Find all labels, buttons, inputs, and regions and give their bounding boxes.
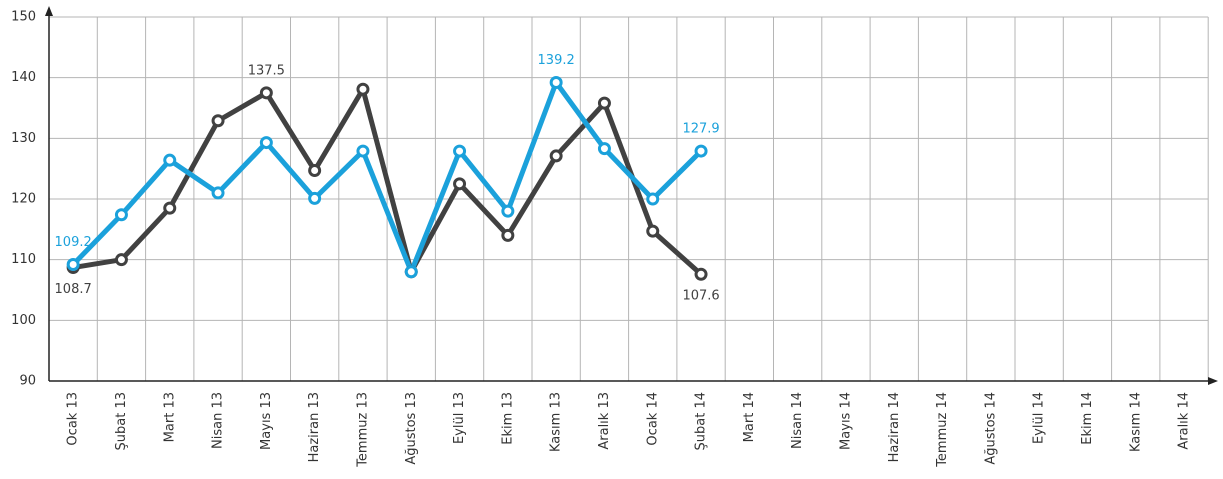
point: [259, 86, 273, 100]
data-label: 139.2: [538, 53, 575, 68]
x-tick-label: Ocak 14: [645, 392, 660, 446]
point: [356, 144, 370, 158]
x-tick-label: Mayıs 14: [838, 392, 853, 450]
point: [66, 258, 80, 272]
point: [163, 201, 177, 215]
x-arrow: [1208, 377, 1218, 385]
point: [259, 136, 273, 150]
point: [549, 149, 563, 163]
x-tick-label: Ekim 13: [500, 392, 515, 445]
point: [356, 82, 370, 96]
point: [163, 153, 177, 167]
point: [597, 96, 611, 110]
x-tick-label: Nisan 13: [211, 392, 226, 449]
data-label: 109.2: [55, 235, 92, 250]
point: [646, 224, 660, 238]
point: [114, 208, 128, 222]
y-tick-label: 140: [11, 70, 36, 85]
point: [694, 144, 708, 158]
series-line: [72, 86, 703, 277]
point: [501, 204, 515, 218]
x-tick-label: Ekim 14: [1080, 392, 1095, 445]
y-tick-label: 150: [11, 10, 36, 25]
x-tick-label: Haziran 13: [307, 392, 322, 462]
x-tick-label: Şubat 14: [694, 392, 709, 450]
point: [453, 144, 467, 158]
x-tick-label: Aralık 13: [597, 392, 612, 450]
y-tick-label: 110: [11, 252, 36, 267]
y-tick-label: 130: [11, 131, 36, 146]
x-tick-label: Mart 13: [162, 392, 177, 442]
data-label: 107.6: [682, 289, 719, 304]
point: [646, 192, 660, 206]
x-tick-label: Mart 14: [742, 392, 757, 442]
point: [549, 76, 563, 90]
x-tick-label: Ağustos 14: [983, 392, 998, 465]
y-tick-label: 90: [19, 374, 36, 389]
axes: [45, 6, 1218, 385]
point: [211, 114, 225, 128]
x-tick-label: Ağustos 13: [404, 392, 419, 465]
point: [694, 267, 708, 281]
data-label: 137.5: [248, 63, 285, 78]
y-tick-label: 120: [11, 192, 36, 207]
point: [308, 163, 322, 177]
point: [501, 228, 515, 242]
x-tick-label: Temmuz 14: [935, 392, 950, 468]
point: [211, 186, 225, 200]
series-line: [71, 80, 703, 275]
data-label: 127.9: [682, 122, 719, 137]
y-tick-label: 100: [11, 313, 36, 328]
x-tick-label: Mayıs 13: [259, 392, 274, 450]
x-tick-label: Şubat 13: [114, 392, 129, 450]
point: [597, 142, 611, 156]
x-tick-label: Eylül 13: [452, 392, 467, 444]
point: [453, 177, 467, 191]
point: [308, 191, 322, 205]
data-label: 108.7: [55, 282, 92, 297]
y-arrow: [45, 6, 53, 16]
x-tick-label: Eylül 14: [1032, 392, 1047, 444]
x-tick-label: Nisan 14: [790, 392, 805, 449]
point: [404, 265, 418, 279]
grid: [49, 16, 1209, 382]
point: [114, 253, 128, 267]
x-tick-label: Haziran 14: [887, 392, 902, 462]
x-tick-label: Kasım 13: [549, 392, 564, 452]
x-tick-label: Ocak 13: [66, 392, 81, 446]
x-tick-label: Temmuz 13: [355, 392, 370, 468]
x-tick-label: Aralık 14: [1177, 392, 1192, 450]
x-tick-label: Kasım 14: [1128, 392, 1143, 452]
